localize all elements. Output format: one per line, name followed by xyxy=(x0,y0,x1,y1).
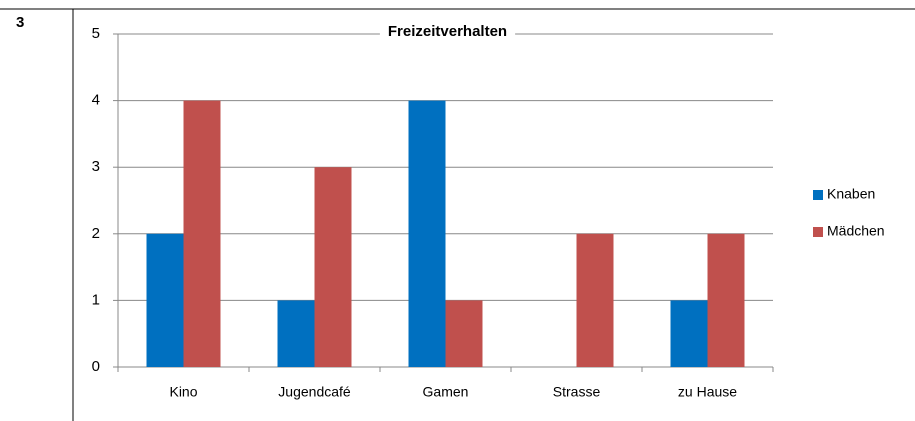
legend-swatch xyxy=(813,190,823,200)
y-tick-label: 4 xyxy=(92,92,100,109)
title-background xyxy=(379,22,516,40)
question-number: 3 xyxy=(16,14,24,31)
chart-title: Freizeitverhalten xyxy=(388,23,507,40)
bar xyxy=(576,233,614,367)
x-tick-label: zu Hause xyxy=(678,384,737,400)
chart: 0 1 2 3 4 5 Kino Jugendcafé Gamen Strasse zu Hause… xyxy=(92,22,885,400)
y-tick-label: 2 xyxy=(92,225,100,242)
bar xyxy=(707,233,745,367)
y-tick-label: 1 xyxy=(92,291,100,308)
x-tick-label: Jugendcafé xyxy=(278,384,351,400)
bar xyxy=(670,300,708,367)
legend-label: Knaben xyxy=(827,186,875,202)
x-tick-label: Gamen xyxy=(423,384,469,400)
bar xyxy=(445,300,483,367)
bar xyxy=(146,233,184,367)
y-tick-label: 0 xyxy=(92,358,100,375)
legend-label: Mädchen xyxy=(827,223,885,239)
x-tick-label: Strasse xyxy=(553,384,601,400)
bar xyxy=(408,100,446,367)
y-tick-label: 3 xyxy=(92,158,100,175)
x-tick-label: Kino xyxy=(169,384,197,400)
bar xyxy=(314,167,352,367)
y-tick-label: 5 xyxy=(92,25,100,42)
bar xyxy=(183,100,221,367)
bar xyxy=(277,300,315,367)
legend-swatch xyxy=(813,227,823,237)
